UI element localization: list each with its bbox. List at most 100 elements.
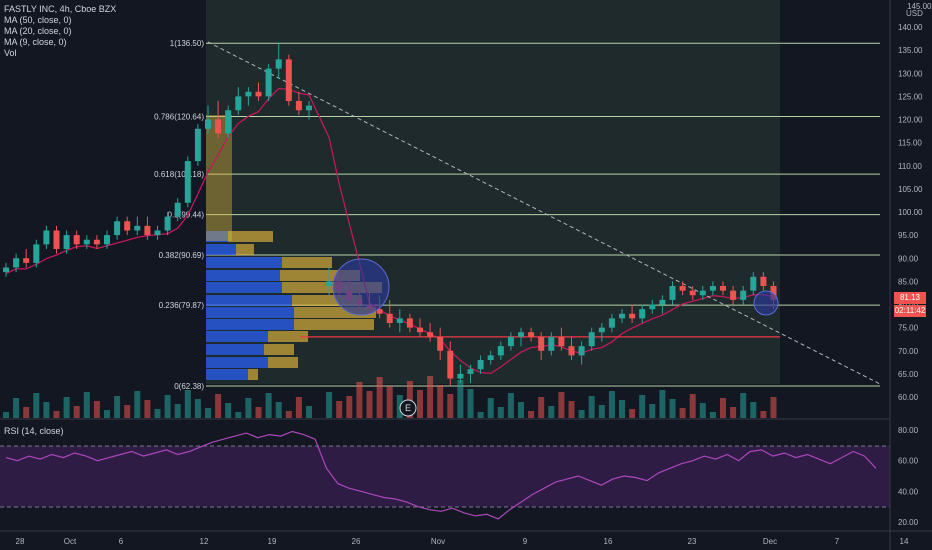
volume-profile-bar (264, 344, 294, 355)
candle-body (467, 369, 474, 374)
volume-bar (417, 390, 423, 418)
volume-bar (720, 398, 726, 418)
volume-bar (447, 394, 454, 418)
candle-body (23, 258, 30, 263)
volume-bar (104, 410, 110, 418)
candle-body (608, 318, 615, 328)
volume-profile-bar (280, 270, 360, 281)
candle-body (457, 373, 464, 379)
candle-body (588, 332, 595, 347)
volume-bar (770, 397, 777, 418)
rsi-band (0, 446, 890, 507)
volume-bar (730, 407, 737, 418)
date-tick-label: 19 (268, 537, 277, 546)
highlight-circle-small[interactable] (753, 290, 779, 316)
candle-body (720, 286, 726, 291)
ma9-legend[interactable]: MA (9, close, 0) (4, 37, 67, 47)
volume-profile-bar (206, 319, 294, 330)
volume-bar (518, 402, 524, 418)
volume-bar (83, 392, 90, 418)
candle-body (43, 230, 50, 245)
volume-bar (608, 391, 615, 418)
volume-bar (406, 381, 413, 418)
volume-bar (174, 404, 181, 418)
rsi-line (5, 430, 877, 520)
volume-bar (235, 412, 242, 418)
fib-level-label: 0.786(120.64) (154, 113, 204, 122)
date-tick-label: 9 (523, 537, 528, 546)
rsi-axis[interactable]: 80.00 60.00 40.00 20.00 (898, 426, 919, 527)
candle-body (104, 235, 110, 245)
volume-bar (497, 407, 504, 418)
candle-body (205, 119, 211, 129)
volume-bar (709, 412, 716, 418)
candle-body (406, 318, 413, 328)
date-tick-label: Nov (431, 537, 445, 546)
volume-bar (669, 399, 676, 418)
candle-body (174, 202, 181, 217)
volume-profile-bar (206, 357, 268, 368)
date-tick-label: 26 (352, 537, 361, 546)
price-tick-label: 135.00 (898, 46, 923, 55)
volume-bar (558, 392, 565, 418)
candle-body (13, 258, 20, 268)
candle-body (639, 309, 646, 319)
volume-bar (538, 397, 545, 418)
volume-profile-bar (292, 295, 362, 306)
price-tick-label: 125.00 (898, 92, 923, 101)
fib-level-label: 0.236(79.87) (159, 301, 205, 310)
volume-bar (629, 409, 636, 418)
volume-profile-bar (206, 115, 232, 241)
rsi-tick-label: 60.00 (898, 457, 919, 466)
volume-bar (427, 376, 434, 418)
volume-bar (457, 380, 464, 418)
price-axis[interactable]: 140.00 135.00 130.00 125.00 120.00 115.00 110.… (898, 23, 923, 402)
date-tick-label: 28 (16, 537, 25, 546)
candle-body (285, 59, 292, 101)
date-axis[interactable]: 28 Oct 6 12 19 26 Nov 9 16 23 Dec 7 14 (16, 537, 909, 546)
candle-body (770, 286, 777, 300)
volume-bar (295, 397, 302, 418)
volume-profile-bar (294, 307, 376, 318)
price-tick-label: 100.00 (898, 208, 923, 217)
volume-bar (588, 396, 595, 418)
volume-profile-bar (206, 282, 282, 293)
candle-body (528, 332, 535, 337)
date-tick-label: 7 (835, 537, 840, 546)
volume-bar (194, 399, 201, 418)
volume-bar (205, 408, 211, 418)
candle-body (265, 68, 272, 97)
volume-profile-bar (206, 295, 292, 306)
volume-bar (356, 382, 363, 418)
highlight-circle-large[interactable] (332, 258, 390, 316)
candle-body (83, 239, 90, 245)
earnings-marker-label: E (405, 403, 411, 413)
candle-body (417, 327, 423, 333)
candle-body (63, 235, 70, 249)
volume-profile-bar (206, 231, 228, 242)
countdown-badge: 02:11:42 (894, 305, 926, 317)
candle-body (3, 267, 9, 273)
price-tick-label: 85.00 (898, 277, 919, 286)
earnings-marker-icon[interactable] (399, 399, 417, 417)
ma50-legend[interactable]: MA (50, close, 0) (4, 15, 72, 25)
volume-legend[interactable]: Vol (4, 48, 17, 58)
date-tick-label: Dec (763, 537, 777, 546)
candle-body (497, 346, 504, 356)
volume-bar (598, 405, 605, 418)
volume-bar (528, 411, 535, 418)
date-tick-label: 12 (200, 537, 209, 546)
volume-bar (386, 386, 393, 418)
rsi-legend[interactable]: RSI (14, close) (4, 426, 64, 436)
volume-profile-bar (206, 244, 236, 255)
volume-bar (760, 411, 767, 418)
volume-bar (124, 405, 131, 418)
candle-body (578, 346, 585, 356)
currency-label: USD (906, 9, 923, 18)
ma20-legend[interactable]: MA (20, close, 0) (4, 26, 72, 36)
candle-body (144, 225, 151, 236)
candle-body (245, 91, 252, 97)
candle-body (275, 59, 282, 69)
symbol-title[interactable]: FASTLY INC, 4h, Cboe BZX (4, 4, 117, 14)
